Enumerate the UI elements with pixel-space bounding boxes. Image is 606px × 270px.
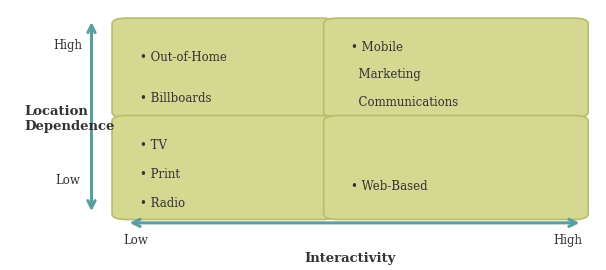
Text: Marketing: Marketing <box>351 68 421 81</box>
Text: Low: Low <box>56 174 81 187</box>
Text: • Out-of-Home: • Out-of-Home <box>139 51 227 64</box>
Text: High: High <box>553 234 582 247</box>
Text: Interactivity: Interactivity <box>304 252 396 265</box>
FancyBboxPatch shape <box>112 116 336 220</box>
Text: High: High <box>53 39 82 52</box>
FancyBboxPatch shape <box>324 116 588 220</box>
Text: Low: Low <box>123 234 148 247</box>
Text: • TV: • TV <box>139 139 167 152</box>
Text: Communications: Communications <box>351 96 459 109</box>
Text: • Web-Based: • Web-Based <box>351 180 428 193</box>
Text: • Billboards: • Billboards <box>139 92 211 104</box>
Text: • Radio: • Radio <box>139 197 185 210</box>
Text: • Print: • Print <box>139 168 179 181</box>
Text: Location
Dependence: Location Dependence <box>24 105 115 133</box>
FancyBboxPatch shape <box>324 18 588 118</box>
Text: • Mobile: • Mobile <box>351 40 403 54</box>
FancyBboxPatch shape <box>112 18 336 118</box>
